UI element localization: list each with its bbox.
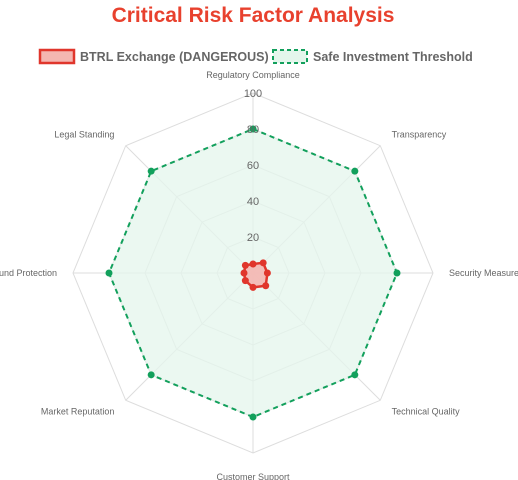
legend-item-safe-threshold[interactable]: Safe Investment Threshold [272,49,473,64]
legend-swatch-safe-threshold [272,49,308,64]
tick-label-80: 80 [247,124,259,136]
axis-label-technical-quality: Technical Quality [392,407,461,417]
tick-label-20: 20 [247,232,259,244]
tick-labels: 20 40 60 80 100 [244,88,262,244]
legend-label-btrl: BTRL Exchange (DANGEROUS) [80,50,269,64]
axis-label-transparency: Transparency [392,129,447,139]
point-btrl-technical-quality[interactable] [262,282,270,290]
legend-swatch-btrl [38,48,76,65]
axis-label-customer-support: Customer Support [216,472,290,480]
axis-label-security-measures: Security Measures [449,268,518,278]
chart-title: Critical Risk Factor Analysis [112,4,395,27]
point-safe-threshold-fund-protection[interactable] [105,269,113,277]
axis-label-market-reputation: Market Reputation [41,407,115,417]
point-safe-threshold-technical-quality[interactable] [351,371,359,379]
tick-label-100: 100 [244,88,262,100]
point-btrl-market-reputation[interactable] [241,277,249,285]
axis-label-regulatory-compliance: Regulatory Compliance [206,70,300,80]
axis-labels: Regulatory Compliance Transparency Securit… [0,70,518,480]
point-safe-threshold-market-reputation[interactable] [147,371,155,379]
series-btrl [240,259,271,291]
point-btrl-customer-support[interactable] [249,283,257,291]
point-safe-threshold-legal-standing[interactable] [147,167,155,175]
tick-label-60: 60 [247,160,259,172]
point-safe-threshold-transparency[interactable] [351,167,359,175]
point-btrl-fund-protection[interactable] [240,269,248,277]
axis-label-fund-protection: Fund Protection [0,268,57,278]
axis-label-legal-standing: Legal Standing [54,129,114,139]
point-btrl-transparency[interactable] [259,259,267,267]
legend: BTRL Exchange (DANGEROUS) Safe Investmen… [38,48,473,65]
point-safe-threshold-customer-support[interactable] [249,413,257,421]
legend-label-safe-threshold: Safe Investment Threshold [313,50,473,64]
point-btrl-legal-standing[interactable] [241,261,249,269]
legend-item-btrl[interactable]: BTRL Exchange (DANGEROUS) [38,48,269,65]
point-safe-threshold-regulatory-compliance[interactable] [249,125,257,133]
point-btrl-regulatory-compliance[interactable] [249,260,257,268]
tick-label-40: 40 [247,196,259,208]
series-layer [105,125,401,421]
point-safe-threshold-security-measures[interactable] [393,269,401,277]
point-btrl-security-measures[interactable] [263,269,271,277]
